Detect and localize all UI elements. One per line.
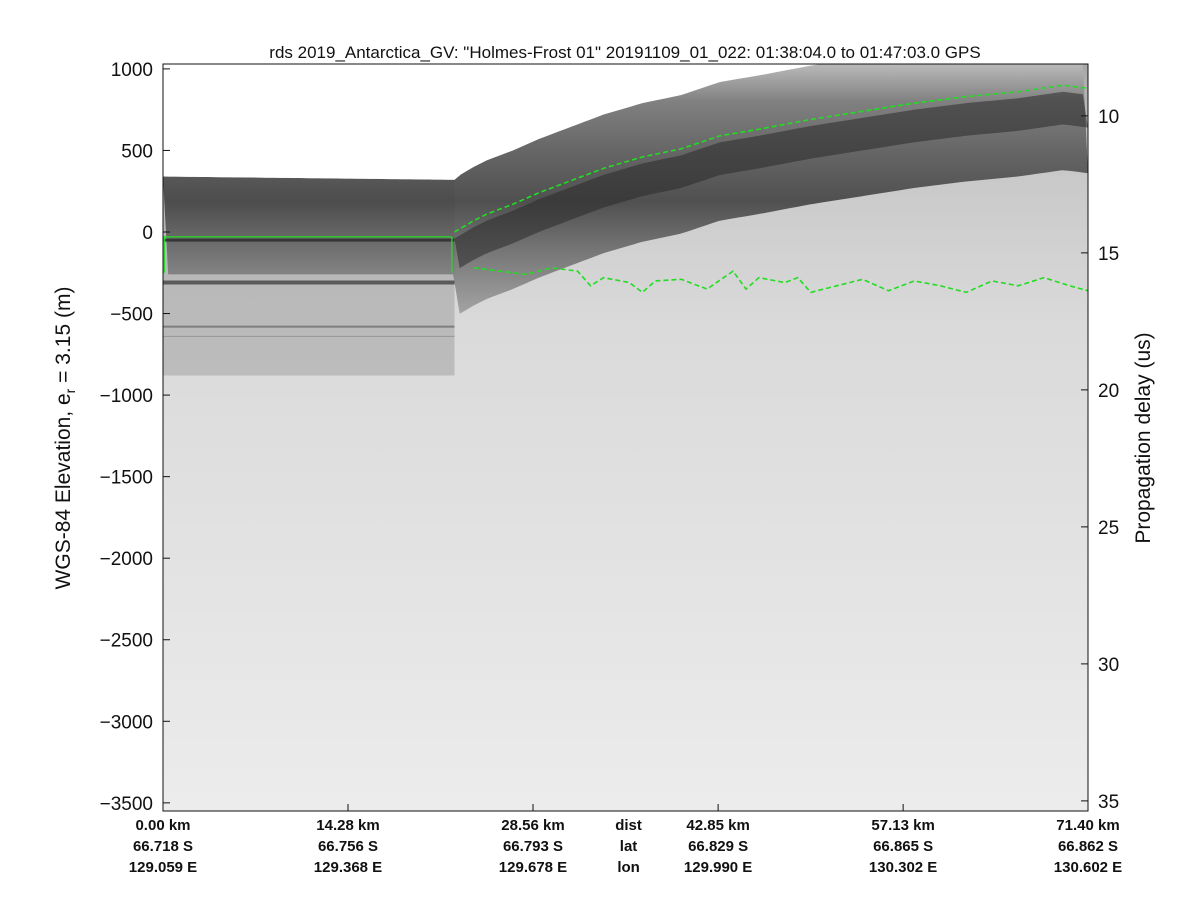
x-label-lon: 129.368 E xyxy=(314,859,382,876)
bed-pick-line xyxy=(473,267,1088,294)
y-tick-label: −500 xyxy=(110,305,153,326)
y-tick-label: −3000 xyxy=(100,712,153,733)
row-name-lat: lat xyxy=(620,838,638,855)
y2-tick-label: 25 xyxy=(1098,518,1119,539)
y2-axis-ticks: 10 15 20 25 30 35 xyxy=(1081,107,1119,813)
x-label-dist: 14.28 km xyxy=(316,817,379,834)
x-label-lat: 66.793 S xyxy=(503,838,563,855)
y-tick-label: 1000 xyxy=(111,60,153,81)
x-label-lon: 129.059 E xyxy=(129,859,197,876)
plot-area xyxy=(163,64,1088,811)
bottom-labels: 0.00 km 66.718 S 129.059 E 14.28 km 66.756 S… xyxy=(129,804,1122,876)
y2-tick-label: 20 xyxy=(1098,381,1119,402)
y-tick-label: −2500 xyxy=(100,631,153,652)
row-name-lon: lon xyxy=(617,859,640,876)
plot-frame xyxy=(162,63,1089,812)
y2-axis-label: Propagation delay (us) xyxy=(1132,332,1155,543)
echogram-dark-layer xyxy=(454,91,1088,269)
y-tick-label: −2000 xyxy=(100,549,153,570)
x-label-dist: 0.00 km xyxy=(135,817,190,834)
y-axis-ticks: 1000 500 0 −500 −1000 −1500 −2000 −2500 −3000 −35… xyxy=(100,60,170,815)
y2-tick-label: 15 xyxy=(1098,244,1119,265)
y-tick-label: −1500 xyxy=(100,468,153,489)
surface-pick-left xyxy=(163,236,453,273)
x-label-dist: 57.13 km xyxy=(871,817,934,834)
y-tick-label: −1000 xyxy=(100,386,153,407)
y2-tick-label: 10 xyxy=(1098,107,1119,128)
surface-pick-line xyxy=(454,84,1088,233)
x-label-lat: 66.718 S xyxy=(133,838,193,855)
y-axis-label: WGS-84 Elevation, er = 3.15 (m) xyxy=(52,287,78,590)
x-label-lat: 66.829 S xyxy=(688,838,748,855)
x-label-lon: 129.990 E xyxy=(684,859,752,876)
x-label-dist: 71.40 km xyxy=(1056,817,1119,834)
x-label-dist: 42.85 km xyxy=(686,817,749,834)
echogram-air xyxy=(163,64,1088,180)
y-tick-label: 0 xyxy=(142,223,153,244)
y-tick-label: 500 xyxy=(121,141,153,162)
x-label-lat: 66.756 S xyxy=(318,838,378,855)
x-label-lat: 66.862 S xyxy=(1058,838,1118,855)
x-label-lat: 66.865 S xyxy=(873,838,933,855)
y2-tick-label: 35 xyxy=(1098,792,1119,813)
x-label-lon: 130.602 E xyxy=(1054,859,1122,876)
x-label-dist: 28.56 km xyxy=(501,817,564,834)
y2-tick-label: 30 xyxy=(1098,655,1119,676)
x-label-lon: 130.302 E xyxy=(869,859,937,876)
x-label-lon: 129.678 E xyxy=(499,859,567,876)
y-tick-label: −3500 xyxy=(100,794,153,815)
chart-title: rds 2019_Antarctica_GV: "Holmes-Frost 01… xyxy=(269,43,980,62)
row-name-dist: dist xyxy=(615,817,642,834)
